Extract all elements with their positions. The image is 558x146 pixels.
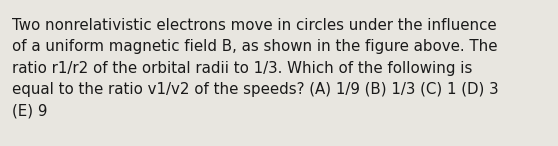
Text: Two nonrelativistic electrons move in circles under the influence
of a uniform m: Two nonrelativistic electrons move in ci… (12, 18, 499, 119)
